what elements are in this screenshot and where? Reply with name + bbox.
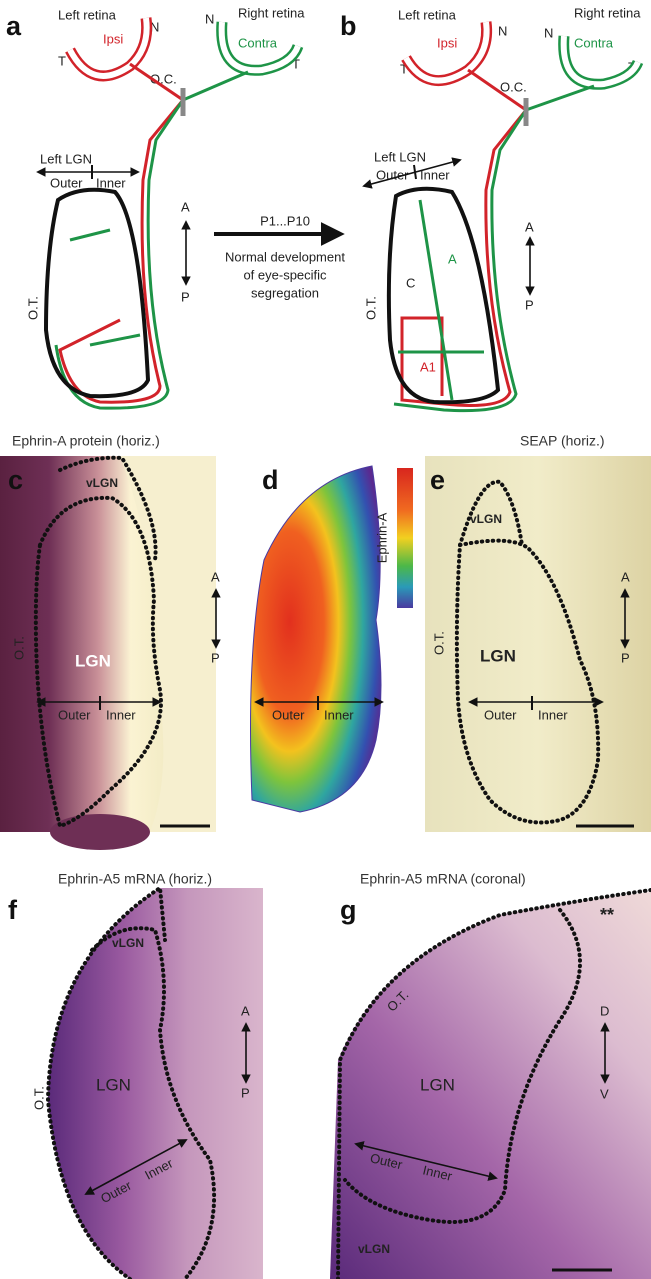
panel-f: Ephrin-A5 mRNA (horiz.) f vLGN A P O.T. … [8,871,263,1279]
lgn-title: Left LGN [374,149,426,164]
panel-label: e [430,465,445,495]
tract-label: O.T. [25,296,40,320]
panel-label: b [340,11,357,41]
layer-label: A [448,251,457,266]
heatmap [251,466,382,812]
colorbar [397,468,413,608]
caption: of eye-specific [243,267,327,282]
axis-label: A [181,199,190,214]
outer-label: Outer [58,707,91,722]
panel-label: c [8,465,23,495]
outer-label: Outer [272,707,305,722]
panel-label: f [8,895,18,925]
retina-label: Left retina [398,7,457,22]
lgn-label: LGN [75,651,111,670]
lgn-label: LGN [480,646,516,665]
layer-label: C [406,275,415,290]
nasal-label: N [498,23,507,38]
tract-label: O.T. [431,631,446,655]
lgn-title: Left LGN [40,151,92,166]
axis-label: P [181,289,190,304]
inner-label: Inner [324,707,354,722]
axis-label: D [600,1003,609,1018]
panel-title: Ephrin-A protein (horiz.) [12,433,160,449]
tract-label: O.T. [363,296,378,320]
axis-label: P [211,650,220,665]
panel-e: SEAP (horiz.) e vLGN A P O.T. LGN Outer … [425,433,651,832]
colorbar-label: Ephrin-A [374,512,389,563]
nasal-label: N [544,25,553,40]
axis-divider [414,165,416,179]
transition: P1...P10 Normal development of eye-speci… [214,213,345,300]
panel-label: g [340,895,357,925]
outer-label: Outer [484,707,517,722]
vlgn-label: vLGN [86,476,118,490]
chiasm-label: O.C. [500,79,527,94]
vlgn-label: vLGN [358,1242,390,1256]
tissue-stain [50,814,150,850]
figure: a Left retina Ipsi N T Right retina Cont… [0,0,651,1279]
contra-label: Contra [574,35,614,50]
panel-b: b Left retina Ipsi N T Right retina Cont… [340,5,641,410]
axis-label: A [211,569,220,584]
outer-label: Outer [50,175,83,190]
tract-label: O.T. [11,636,26,660]
panel-label: a [6,11,22,41]
stage-label: P1...P10 [260,213,310,228]
axis-label: P [525,297,534,312]
ipsi-label: Ipsi [103,31,123,46]
vlgn-label: vLGN [470,512,502,526]
panel-label: d [262,465,279,495]
axis-label: P [621,650,630,665]
panel-c: Ephrin-A protein (horiz.) c vLGN A P O.T… [0,433,220,850]
panel-title: Ephrin-A5 mRNA (horiz.) [58,871,212,887]
micrograph [425,456,651,832]
marker: ** [600,905,614,925]
inner-label: Inner [538,707,568,722]
panel-d: d Ephrin-A Outer Inner [251,465,414,812]
axis-label: A [621,569,630,584]
panel-title: Ephrin-A5 mRNA (coronal) [360,871,526,887]
nasal-label: N [205,11,214,26]
panel-title: SEAP (horiz.) [520,433,605,449]
caption: segregation [251,285,319,300]
inner-label: Inner [106,707,136,722]
contra-label: Contra [238,35,278,50]
retina-label: Left retina [58,7,117,22]
retina-label: Right retina [238,5,305,20]
axis-label: V [600,1086,609,1101]
axis-label: A [241,1003,250,1018]
ipsi-axons [60,64,183,402]
temporal-label: T [58,53,66,68]
panel-a: a Left retina Ipsi N T Right retina Cont… [6,5,305,408]
layer-label: A1 [420,359,436,374]
panel-g: Ephrin-A5 mRNA (coronal) g ** D V O.T. L… [330,871,651,1279]
left-retina [406,22,487,81]
caption: Normal development [225,249,345,264]
vlgn-label: vLGN [112,936,144,950]
retina-label: Right retina [574,5,641,20]
contra-axons [56,72,248,408]
axis-label: A [525,219,534,234]
lgn-label: LGN [420,1075,455,1094]
lgn-label: LGN [96,1075,131,1094]
axis-label: P [241,1085,250,1100]
ipsi-label: Ipsi [437,35,457,50]
tract-label: O.T. [31,1086,46,1110]
